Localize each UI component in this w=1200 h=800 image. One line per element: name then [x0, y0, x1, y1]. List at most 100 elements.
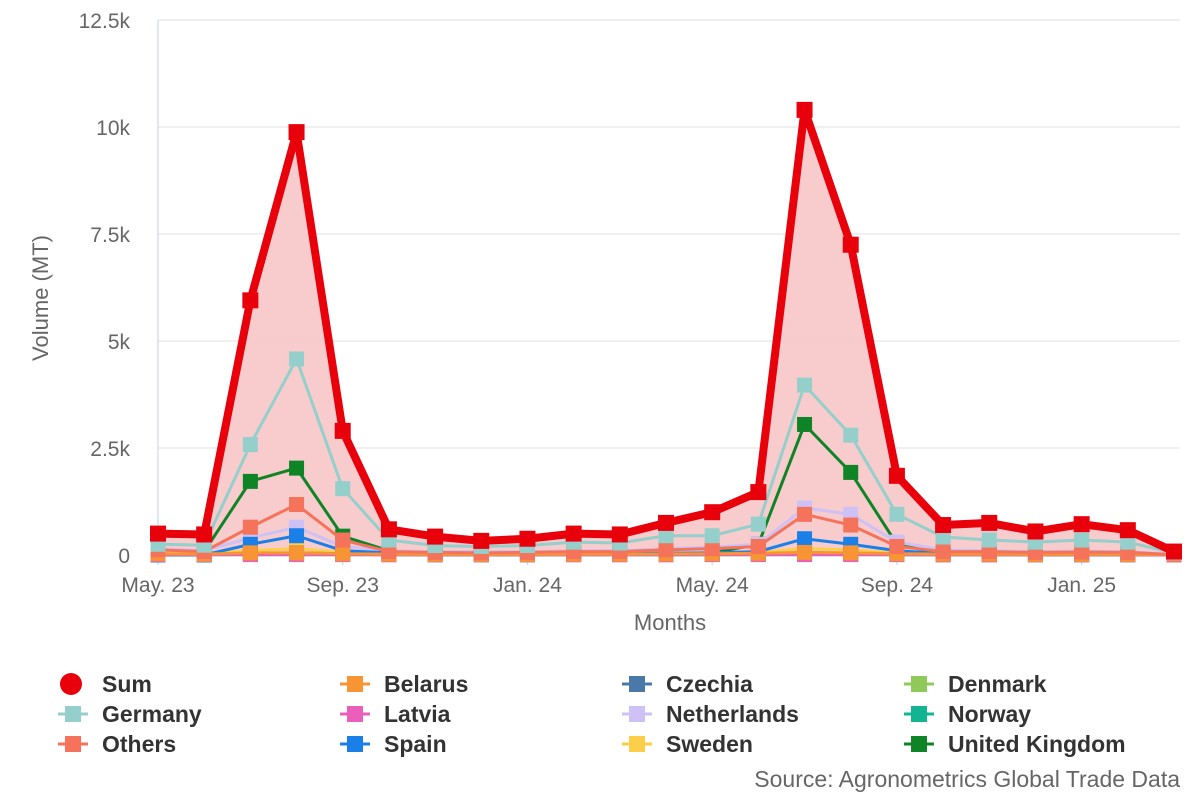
data-point-others[interactable]: [843, 517, 859, 533]
data-point-others[interactable]: [935, 544, 951, 560]
data-point-sum[interactable]: [935, 517, 952, 534]
data-point-sum[interactable]: [242, 292, 259, 309]
data-point-spain[interactable]: [289, 528, 305, 544]
data-point-germany[interactable]: [289, 351, 305, 367]
data-point-belarus[interactable]: [242, 545, 258, 561]
data-point-others[interactable]: [750, 538, 766, 554]
data-point-sum[interactable]: [1027, 523, 1044, 540]
legend-line-square-marker: [58, 706, 88, 722]
legend-label: Czechia: [666, 670, 753, 697]
data-point-germany[interactable]: [889, 506, 905, 522]
data-point-sum[interactable]: [658, 514, 674, 531]
x-tick-label: Sep. 23: [307, 574, 379, 597]
legend-label: Others: [102, 730, 177, 757]
legend-label: Belarus: [384, 670, 469, 697]
data-point-germany[interactable]: [1120, 534, 1136, 550]
legend-item-belarus[interactable]: Belarus: [340, 670, 468, 698]
legend-item-norway[interactable]: Norway: [904, 700, 1031, 728]
data-point-united-kingdom[interactable]: [797, 416, 813, 432]
data-point-sum[interactable]: [473, 532, 490, 549]
data-point-germany[interactable]: [704, 528, 720, 544]
data-point-germany[interactable]: [797, 377, 813, 393]
y-tick-label: 7.5k: [90, 224, 130, 247]
x-tick-label: May. 23: [121, 574, 194, 597]
data-point-others[interactable]: [289, 496, 305, 512]
data-point-sum[interactable]: [380, 521, 397, 538]
legend-item-latvia[interactable]: Latvia: [340, 700, 450, 728]
data-point-sum[interactable]: [519, 530, 536, 547]
data-point-sum[interactable]: [704, 504, 721, 521]
data-point-sum[interactable]: [796, 101, 813, 118]
data-point-belarus[interactable]: [335, 546, 351, 562]
data-point-germany[interactable]: [658, 528, 674, 544]
source-note: Source: Agronometrics Global Trade Data: [754, 766, 1180, 792]
legend-label: Germany: [102, 700, 202, 727]
data-point-germany[interactable]: [843, 427, 859, 443]
y-axis-tick-labels: 0 2.5k 5k 7.5k 10k 12.5k: [79, 10, 131, 568]
data-point-sum[interactable]: [1119, 522, 1136, 539]
data-point-spain[interactable]: [797, 531, 813, 547]
data-point-others[interactable]: [981, 544, 997, 560]
legend-label: Latvia: [384, 700, 451, 727]
data-point-sum[interactable]: [750, 484, 767, 501]
data-point-sum[interactable]: [565, 525, 582, 542]
data-point-sum[interactable]: [981, 514, 998, 531]
data-point-sum[interactable]: [288, 124, 305, 141]
data-point-germany[interactable]: [750, 516, 766, 532]
data-point-germany[interactable]: [242, 437, 258, 453]
data-point-belarus[interactable]: [843, 545, 859, 561]
data-point-others[interactable]: [335, 532, 351, 548]
legend-item-united-kingdom[interactable]: United Kingdom: [904, 730, 1126, 758]
data-point-united-kingdom[interactable]: [289, 460, 305, 476]
y-tick-label: 10k: [96, 117, 130, 140]
legend: Sum Belarus Czechia Denmark Germany Latvia Net…: [58, 670, 1188, 762]
data-point-germany[interactable]: [981, 532, 997, 548]
data-point-belarus[interactable]: [797, 544, 813, 560]
sum-area: [158, 109, 1174, 555]
data-point-others[interactable]: [658, 542, 674, 558]
data-point-sum[interactable]: [196, 526, 213, 543]
legend-item-others[interactable]: Others: [58, 730, 176, 758]
legend-item-sweden[interactable]: Sweden: [622, 730, 753, 758]
data-point-others[interactable]: [704, 541, 720, 557]
series-sum: [150, 101, 1182, 560]
legend-item-germany[interactable]: Germany: [58, 700, 202, 728]
x-axis-label: Months: [634, 610, 706, 635]
data-point-belarus[interactable]: [289, 545, 305, 561]
legend-item-sum[interactable]: Sum: [58, 670, 152, 698]
data-point-sum[interactable]: [334, 422, 351, 439]
legend-item-denmark[interactable]: Denmark: [904, 670, 1046, 698]
legend-item-spain[interactable]: Spain: [340, 730, 447, 758]
legend-line-square-marker: [904, 736, 934, 752]
y-tick-label: 12.5k: [79, 10, 131, 33]
data-point-sum[interactable]: [1166, 543, 1182, 560]
legend-line-square-marker: [58, 736, 88, 752]
legend-label: Netherlands: [666, 700, 799, 727]
data-point-united-kingdom[interactable]: [242, 473, 258, 489]
legend-label: Denmark: [948, 670, 1047, 697]
data-point-germany[interactable]: [1074, 532, 1090, 548]
data-point-sum[interactable]: [1073, 516, 1090, 533]
data-point-others[interactable]: [381, 544, 397, 560]
legend-item-netherlands[interactable]: Netherlands: [622, 700, 799, 728]
legend-circle-marker: [60, 673, 82, 695]
data-point-sum[interactable]: [611, 526, 628, 543]
data-point-germany[interactable]: [935, 529, 951, 545]
y-axis-label: Volume (MT): [28, 235, 53, 361]
legend-line-square-marker: [340, 736, 370, 752]
data-point-united-kingdom[interactable]: [843, 464, 859, 480]
data-point-others[interactable]: [797, 506, 813, 522]
data-point-sum[interactable]: [888, 467, 905, 484]
legend-item-czechia[interactable]: Czechia: [622, 670, 753, 698]
legend-line-square-marker: [622, 736, 652, 752]
data-point-others[interactable]: [242, 519, 258, 535]
data-point-others[interactable]: [1074, 544, 1090, 560]
legend-line-square-marker: [340, 676, 370, 692]
data-point-others[interactable]: [889, 538, 905, 554]
data-point-sum[interactable]: [842, 236, 859, 253]
data-point-sum[interactable]: [427, 528, 444, 545]
legend-label: Sum: [102, 670, 152, 697]
y-tick-label: 2.5k: [90, 438, 130, 461]
data-point-germany[interactable]: [335, 481, 351, 497]
data-point-sum[interactable]: [150, 525, 166, 542]
